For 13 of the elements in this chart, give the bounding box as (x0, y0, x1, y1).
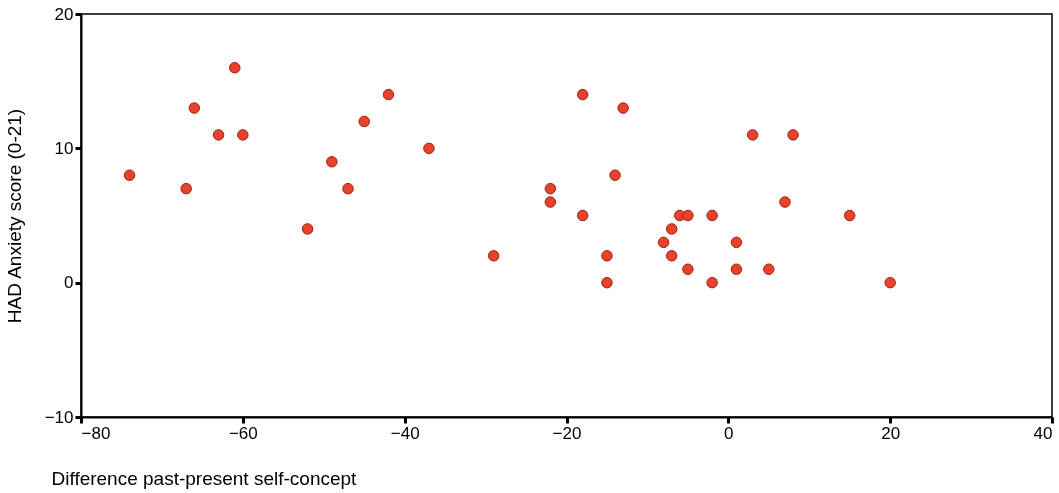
y-tick-label: 0 (64, 273, 74, 293)
y-tick-label: −10 (44, 407, 74, 427)
x-axis-title: Difference past-present self-concept (51, 467, 358, 489)
x-tick-label: 0 (724, 423, 734, 443)
y-tick-label: 10 (54, 138, 74, 158)
y-tick-label: 20 (54, 4, 74, 24)
x-tick-label: −60 (228, 423, 258, 443)
x-tick-label: −80 (81, 423, 111, 443)
x-tick-label: −40 (390, 423, 420, 443)
x-tick-label: 20 (881, 423, 901, 443)
x-tick-label: 40 (1033, 423, 1053, 443)
y-axis-title: HAD Anxiety score (0-21) (3, 108, 25, 324)
x-tick-label: −20 (552, 423, 582, 443)
